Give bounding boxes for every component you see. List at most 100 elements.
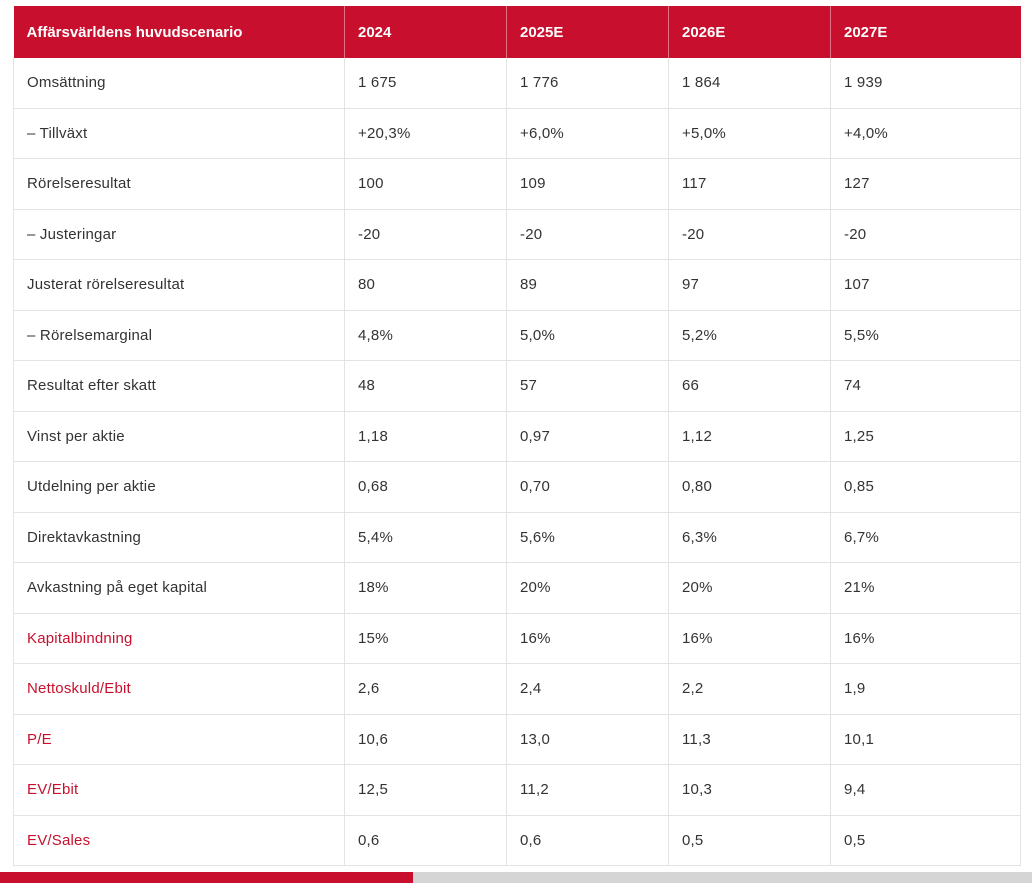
table-body: Omsättning 1 675 1 776 1 864 1 939 – Tillväx… (13, 58, 1021, 866)
table-row: Direktavkastning 5,4% 5,6% 6,3% 6,7% (13, 512, 1021, 563)
row-value: 2,4 (506, 663, 669, 715)
row-value: -20 (506, 209, 669, 260)
row-value: 6,3% (668, 512, 831, 563)
row-value: 0,5 (830, 815, 1021, 866)
table-row: P/E 10,6 13,0 11,3 10,1 (13, 714, 1021, 765)
row-value: 20% (506, 562, 669, 614)
row-value: 1 776 (506, 58, 669, 109)
row-value: 1 939 (830, 58, 1021, 109)
row-value: +6,0% (506, 108, 669, 159)
table-row: Nettoskuld/Ebit 2,6 2,4 2,2 1,9 (13, 663, 1021, 715)
row-label: Vinst per aktie (13, 411, 345, 462)
row-label: – Tillväxt (13, 108, 345, 159)
table-row: Utdelning per aktie 0,68 0,70 0,80 0,85 (13, 461, 1021, 513)
row-value: 117 (668, 158, 831, 210)
row-value: 127 (830, 158, 1021, 210)
header-cell-2026e: 2026E (668, 6, 831, 58)
row-value: 13,0 (506, 714, 669, 765)
table-header: Affärsvärldens huvudscenario 2024 2025E … (13, 6, 1021, 58)
row-value: 1,9 (830, 663, 1021, 715)
row-value: 0,6 (506, 815, 669, 866)
row-label: Rörelseresultat (13, 158, 345, 210)
row-value: 57 (506, 360, 669, 412)
row-value: -20 (668, 209, 831, 260)
row-value: 0,68 (344, 461, 507, 513)
row-value: 97 (668, 259, 831, 311)
row-value: 1 675 (344, 58, 507, 109)
row-value: 11,3 (668, 714, 831, 765)
row-value: 1,25 (830, 411, 1021, 462)
row-label: – Rörelsemarginal (13, 310, 345, 361)
row-label: Resultat efter skatt (13, 360, 345, 412)
table-row: Kapitalbindning 15% 16% 16% 16% (13, 613, 1021, 664)
table-row: Vinst per aktie 1,18 0,97 1,12 1,25 (13, 411, 1021, 462)
row-label: Nettoskuld/Ebit (13, 663, 345, 715)
row-label: Justerat rörelseresultat (13, 259, 345, 311)
table-row: Avkastning på eget kapital 18% 20% 20% 21% (13, 562, 1021, 614)
row-value: 21% (830, 562, 1021, 614)
row-value: +5,0% (668, 108, 831, 159)
row-label: EV/Sales (13, 815, 345, 866)
row-value: 16% (830, 613, 1021, 664)
scrollbar-thumb[interactable] (0, 872, 413, 883)
row-label: P/E (13, 714, 345, 765)
header-cell-2024: 2024 (344, 6, 507, 58)
table-row: Rörelseresultat 100 109 117 127 (13, 158, 1021, 210)
header-cell-scenario: Affärsvärldens huvudscenario (13, 6, 345, 58)
header-cell-2025e: 2025E (506, 6, 669, 58)
row-value: -20 (830, 209, 1021, 260)
row-value: 0,80 (668, 461, 831, 513)
row-value: 9,4 (830, 764, 1021, 816)
row-value: 48 (344, 360, 507, 412)
row-value: 10,6 (344, 714, 507, 765)
row-value: -20 (344, 209, 507, 260)
table-row: Omsättning 1 675 1 776 1 864 1 939 (13, 58, 1021, 109)
row-value: 0,97 (506, 411, 669, 462)
header-row: Affärsvärldens huvudscenario 2024 2025E … (13, 6, 1021, 58)
horizontal-scrollbar[interactable] (0, 872, 1032, 883)
row-label: Direktavkastning (13, 512, 345, 563)
table-row: EV/Sales 0,6 0,6 0,5 0,5 (13, 815, 1021, 866)
row-label: Omsättning (13, 58, 345, 109)
table-row: Justerat rörelseresultat 80 89 97 107 (13, 259, 1021, 311)
row-value: 89 (506, 259, 669, 311)
row-value: 2,6 (344, 663, 507, 715)
row-value: 10,1 (830, 714, 1021, 765)
row-value: 11,2 (506, 764, 669, 816)
table-row: EV/Ebit 12,5 11,2 10,3 9,4 (13, 764, 1021, 816)
row-value: 0,6 (344, 815, 507, 866)
row-value: 10,3 (668, 764, 831, 816)
row-value: 107 (830, 259, 1021, 311)
table-row: – Rörelsemarginal 4,8% 5,0% 5,2% 5,5% (13, 310, 1021, 361)
row-value: 0,70 (506, 461, 669, 513)
row-value: 2,2 (668, 663, 831, 715)
row-value: 16% (506, 613, 669, 664)
row-value: 16% (668, 613, 831, 664)
row-label: Kapitalbindning (13, 613, 345, 664)
header-cell-2027e: 2027E (830, 6, 1021, 58)
row-value: 5,5% (830, 310, 1021, 361)
row-value: 15% (344, 613, 507, 664)
table-row: – Tillväxt +20,3% +6,0% +5,0% +4,0% (13, 108, 1021, 159)
table-row: Resultat efter skatt 48 57 66 74 (13, 360, 1021, 412)
row-value: 100 (344, 158, 507, 210)
row-value: +20,3% (344, 108, 507, 159)
row-value: 12,5 (344, 764, 507, 816)
row-value: 5,0% (506, 310, 669, 361)
scenario-table-container: Affärsvärldens huvudscenario 2024 2025E … (13, 6, 1021, 866)
row-value: 0,85 (830, 461, 1021, 513)
row-value: 109 (506, 158, 669, 210)
row-value: 5,4% (344, 512, 507, 563)
row-value: 18% (344, 562, 507, 614)
row-value: 5,6% (506, 512, 669, 563)
row-value: 1,18 (344, 411, 507, 462)
row-value: 5,2% (668, 310, 831, 361)
row-value: 6,7% (830, 512, 1021, 563)
scenario-table: Affärsvärldens huvudscenario 2024 2025E … (13, 6, 1021, 866)
row-label: – Justeringar (13, 209, 345, 260)
row-value: 1,12 (668, 411, 831, 462)
row-value: 4,8% (344, 310, 507, 361)
row-value: 80 (344, 259, 507, 311)
row-value: 20% (668, 562, 831, 614)
row-value: 0,5 (668, 815, 831, 866)
